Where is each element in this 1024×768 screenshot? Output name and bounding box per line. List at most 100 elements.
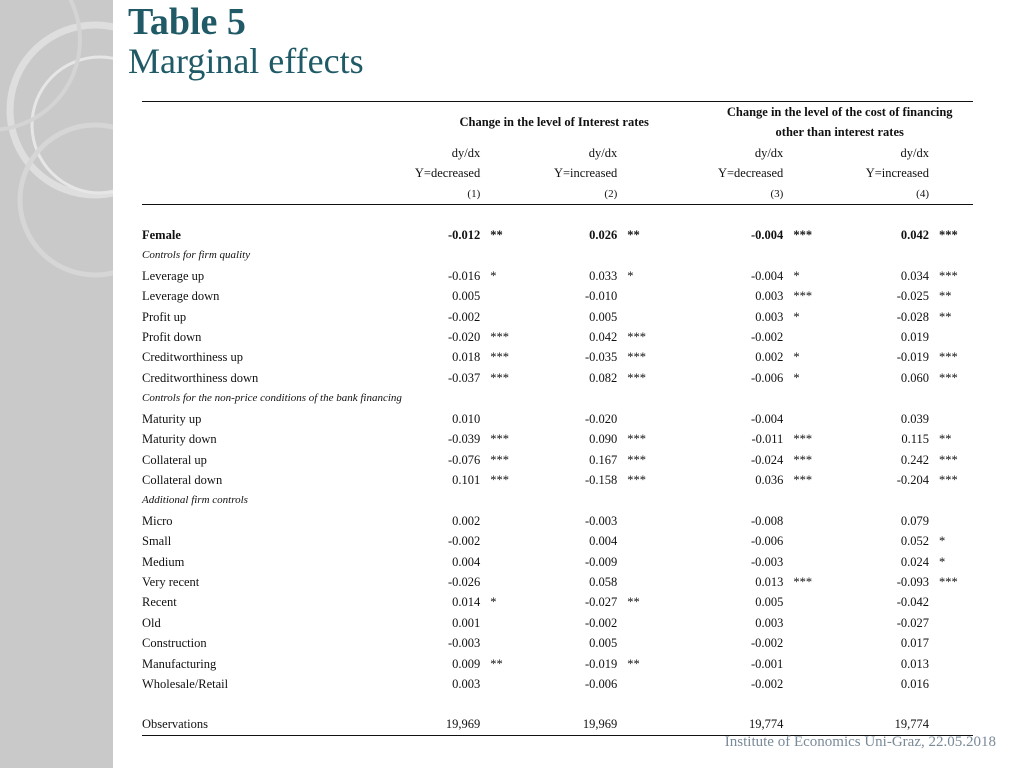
significance-stars bbox=[783, 409, 852, 429]
significance-stars: ** bbox=[627, 228, 640, 243]
group-header-row: Change in the level of Interest rates Ch… bbox=[142, 101, 973, 143]
significance-stars: *** bbox=[793, 472, 813, 487]
coef-value: 0.016 bbox=[900, 676, 929, 691]
observations-value: 19,774 bbox=[748, 717, 784, 732]
significance-stars: *** bbox=[490, 432, 509, 447]
coef-value: 0.003 bbox=[755, 309, 784, 324]
coef-value: -0.019 bbox=[896, 350, 929, 365]
significance-stars bbox=[929, 592, 973, 612]
observations-value: 19,969 bbox=[582, 717, 618, 732]
significance-stars: * bbox=[627, 268, 634, 283]
coef-value: 0.014 bbox=[452, 595, 481, 610]
coef-value: -0.006 bbox=[751, 370, 784, 385]
coef-value: -0.006 bbox=[584, 676, 618, 691]
table-row: Female -0.012 ** 0.026 ** -0.004 *** 0.042 *** bbox=[142, 225, 973, 245]
significance-stars: *** bbox=[627, 472, 646, 487]
significance-stars bbox=[617, 409, 706, 429]
coef-value: -0.011 bbox=[751, 432, 784, 447]
significance-stars bbox=[783, 245, 852, 265]
coef-value: 0.036 bbox=[755, 472, 784, 487]
coef-value: -0.012 bbox=[447, 228, 481, 243]
table-row: Creditworthiness up 0.018 *** -0.035 *** 0.00… bbox=[142, 347, 973, 367]
significance-stars bbox=[480, 307, 539, 327]
significance-stars bbox=[783, 674, 852, 694]
coef-value bbox=[540, 245, 618, 265]
significance-stars: * bbox=[938, 534, 946, 549]
table-row: Creditworthiness down -0.037 *** 0.082 *** -0… bbox=[142, 368, 973, 388]
observations-row: Observations 19,969 19,969 19,774 19,774 bbox=[142, 714, 973, 736]
coef-value: 0.115 bbox=[901, 432, 929, 447]
coef-value: -0.020 bbox=[447, 330, 481, 345]
observations-value: 19,774 bbox=[894, 717, 929, 732]
observations-value: 19,969 bbox=[445, 717, 481, 732]
table-row: Wholesale/Retail 0.003 -0.006 -0.002 0.016 bbox=[142, 674, 973, 694]
group-header-interest: Change in the level of Interest rates bbox=[459, 115, 649, 130]
table-row: Small -0.002 0.004 -0.006 0.052 * bbox=[142, 531, 973, 551]
significance-stars: * bbox=[793, 350, 800, 365]
coef-value: 0.003 bbox=[452, 676, 481, 691]
table-row: Medium 0.004 -0.009 -0.003 0.024 * bbox=[142, 552, 973, 572]
header-dydx: dy/dx bbox=[451, 145, 481, 160]
table-row: Construction -0.003 0.005 -0.002 0.017 bbox=[142, 633, 973, 653]
coef-value bbox=[853, 490, 929, 510]
row-label: Wholesale/Retail bbox=[142, 676, 229, 691]
table-row: Collateral down 0.101 *** -0.158 *** 0.036 ***… bbox=[142, 470, 973, 490]
coef-value bbox=[706, 388, 783, 408]
significance-stars bbox=[929, 490, 973, 510]
coef-value: -0.003 bbox=[447, 636, 481, 651]
marginal-effects-table: Change in the level of Interest rates Ch… bbox=[142, 101, 973, 736]
row-label: Leverage up bbox=[142, 268, 205, 283]
coef-value: 0.001 bbox=[452, 615, 481, 630]
coef-value: -0.024 bbox=[751, 452, 784, 467]
significance-stars bbox=[480, 613, 539, 633]
coef-value bbox=[402, 245, 480, 265]
significance-stars bbox=[929, 409, 973, 429]
significance-stars bbox=[783, 592, 852, 612]
header-y: Y=decreased bbox=[414, 166, 481, 181]
section-header-row: Controls for the non-price conditions of… bbox=[142, 388, 973, 408]
coef-value bbox=[402, 388, 480, 408]
coef-value: 0.004 bbox=[452, 554, 481, 569]
row-label: Creditworthiness down bbox=[142, 370, 259, 385]
group-header-cost-line2: other than interest rates bbox=[775, 125, 904, 140]
coef-value: 0.052 bbox=[900, 534, 929, 549]
significance-stars bbox=[617, 552, 706, 572]
slide-title: Table 5 bbox=[128, 1, 246, 43]
row-label: Collateral up bbox=[142, 452, 207, 467]
significance-stars: *** bbox=[793, 432, 813, 447]
coef-value: 0.026 bbox=[589, 228, 618, 243]
section-label: Controls for firm quality bbox=[142, 249, 251, 262]
significance-stars bbox=[480, 531, 539, 551]
header-dydx: dy/dx bbox=[900, 145, 929, 160]
significance-stars bbox=[480, 511, 539, 531]
coef-value: 0.034 bbox=[900, 268, 929, 283]
significance-stars bbox=[480, 388, 539, 408]
significance-stars bbox=[929, 674, 973, 694]
row-label: Recent bbox=[142, 595, 177, 610]
coef-value bbox=[540, 388, 618, 408]
coef-value: 0.004 bbox=[589, 534, 618, 549]
significance-stars: *** bbox=[793, 574, 813, 589]
footer-text: Institute of Economics Uni-Graz, 22.05.2… bbox=[724, 734, 996, 750]
coef-value: -0.026 bbox=[447, 574, 481, 589]
significance-stars: *** bbox=[627, 370, 646, 385]
row-label: Medium bbox=[142, 554, 185, 569]
header-col-number: (3) bbox=[770, 187, 784, 200]
coef-value: -0.019 bbox=[584, 656, 618, 671]
significance-stars: *** bbox=[938, 268, 958, 283]
coef-value: -0.028 bbox=[896, 309, 929, 324]
decorative-sidebar bbox=[0, 0, 113, 768]
row-label: Profit down bbox=[142, 330, 202, 345]
coef-value: -0.035 bbox=[584, 350, 618, 365]
coef-value: -0.093 bbox=[896, 574, 929, 589]
header-col-number: (2) bbox=[604, 187, 618, 200]
coef-value bbox=[706, 245, 783, 265]
slide-subtitle: Marginal effects bbox=[128, 41, 364, 81]
significance-stars: *** bbox=[490, 350, 509, 365]
coef-value: 0.101 bbox=[452, 472, 481, 487]
coef-value: -0.158 bbox=[584, 472, 618, 487]
table-row: Maturity down -0.039 *** 0.090 *** -0.011 *** 0… bbox=[142, 429, 973, 449]
significance-stars: *** bbox=[490, 330, 509, 345]
coef-value: 0.013 bbox=[755, 574, 784, 589]
coef-value: 0.019 bbox=[900, 330, 929, 345]
